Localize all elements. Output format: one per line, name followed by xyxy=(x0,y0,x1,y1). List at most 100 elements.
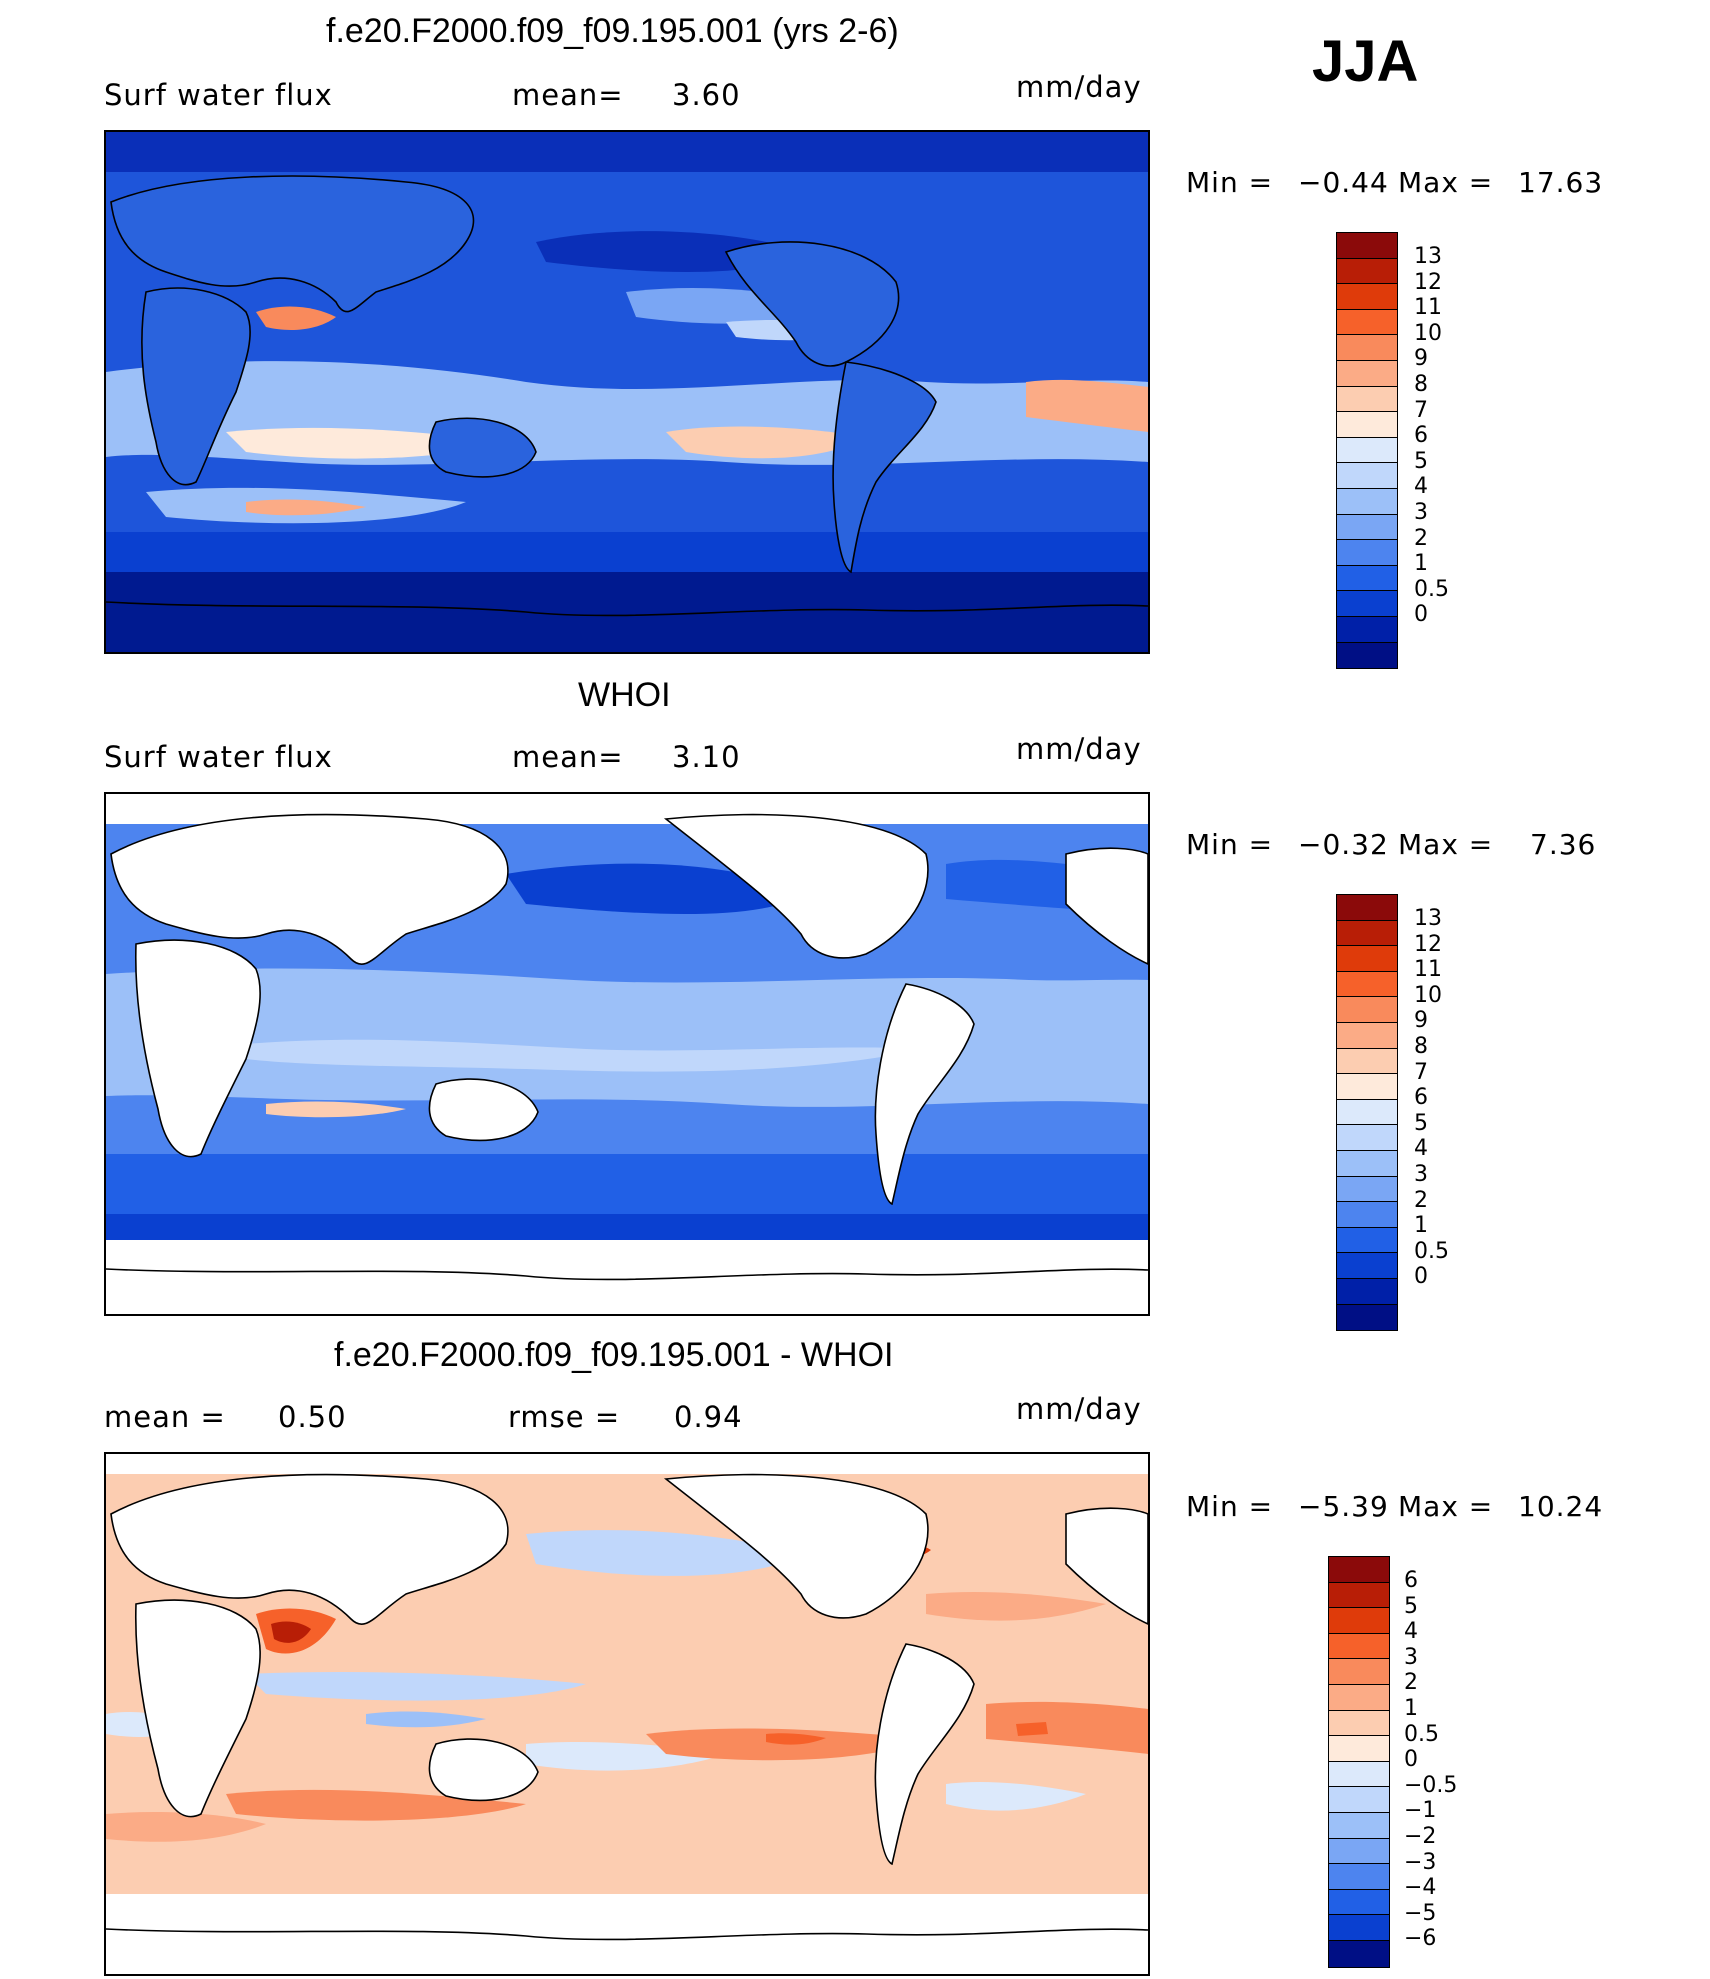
colorbar-tick-label: 8 xyxy=(1414,1033,1428,1059)
panel1-colorbar-labels: 13 12 11 10 9 8 7 6 5 4 3 2 1 0.5 0 xyxy=(1414,244,1449,628)
colorbar-swatch xyxy=(1329,1889,1389,1916)
colorbar-swatch xyxy=(1329,1761,1389,1788)
colorbar-tick-label: 13 xyxy=(1414,906,1442,931)
colorbar-swatch xyxy=(1337,1099,1397,1126)
panel3-colorbar-labels: 6 5 4 3 2 1 0.5 0 −0.5 −1 −2 −3 −4 −5 −6 xyxy=(1404,1568,1457,1952)
colorbar-tick-label: 0.5 xyxy=(1404,1721,1439,1747)
colorbar-tick-label: 4 xyxy=(1414,474,1428,500)
panel1-model-map xyxy=(104,130,1150,654)
colorbar-swatch xyxy=(1337,360,1397,387)
panel2-title: WHOI xyxy=(578,676,671,714)
panel3-min-value: −5.39 xyxy=(1298,1490,1389,1523)
panel2-colorbar-labels: 13 12 11 10 9 8 7 6 5 4 3 2 1 0.5 0 xyxy=(1414,906,1449,1290)
colorbar-swatch xyxy=(1329,1940,1389,1967)
colorbar-tick-label: 5 xyxy=(1404,1593,1418,1619)
colorbar-swatch xyxy=(1329,1915,1389,1941)
panel3-mean-label: mean = xyxy=(104,1400,226,1434)
colorbar-swatch xyxy=(1329,1659,1389,1685)
colorbar-swatch xyxy=(1337,463,1397,489)
colorbar-tick-label: 9 xyxy=(1414,1008,1428,1034)
panel3-mean-value: 0.50 xyxy=(278,1400,347,1434)
panel2-units: mm/day xyxy=(1016,732,1142,766)
colorbar-swatch xyxy=(1329,1838,1389,1865)
colorbar-tick-label: 7 xyxy=(1414,397,1428,423)
colorbar-swatch xyxy=(1337,258,1397,285)
colorbar-swatch xyxy=(1337,284,1397,310)
colorbar-tick-label: 8 xyxy=(1414,371,1428,397)
colorbar-tick-label: −6 xyxy=(1404,1926,1437,1952)
colorbar-swatch xyxy=(1329,1812,1389,1839)
colorbar-swatch xyxy=(1329,1633,1389,1660)
colorbar-tick-label: 0 xyxy=(1414,602,1428,628)
panel2-mean-value: 3.10 xyxy=(672,740,741,774)
colorbar-tick-label: 1 xyxy=(1404,1695,1418,1721)
panel3-rmse-value: 0.94 xyxy=(674,1400,743,1434)
colorbar-tick-label: 12 xyxy=(1414,931,1442,957)
colorbar-tick-label: −0.5 xyxy=(1404,1772,1458,1798)
colorbar-swatch xyxy=(1329,1684,1389,1711)
colorbar-swatch xyxy=(1337,920,1397,947)
panel3-max-label: Max = xyxy=(1398,1490,1494,1523)
panel1-title: f.e20.F2000.f09_f09.195.001 (yrs 2-6) xyxy=(326,12,899,50)
colorbar-tick-label: 2 xyxy=(1414,525,1428,551)
colorbar-swatch xyxy=(1337,1150,1397,1177)
colorbar-tick-label: 6 xyxy=(1414,1085,1428,1111)
colorbar-swatch xyxy=(1337,1253,1397,1279)
panel2-min-value: −0.32 xyxy=(1298,828,1389,861)
colorbar-tick-label: 6 xyxy=(1414,423,1428,449)
colorbar-swatch xyxy=(1337,540,1397,566)
panel3-difference-map xyxy=(104,1452,1150,1976)
colorbar-tick-label: 5 xyxy=(1414,448,1428,474)
panel3-rmse-label: rmse = xyxy=(508,1400,621,1434)
colorbar-swatch xyxy=(1337,997,1397,1023)
panel1-units: mm/day xyxy=(1016,70,1142,104)
colorbar-swatch xyxy=(1337,1074,1397,1100)
panel3-colorbar xyxy=(1328,1556,1390,1968)
colorbar-tick-label: 1 xyxy=(1414,1213,1428,1239)
colorbar-swatch xyxy=(1337,1022,1397,1049)
panel2-obs-map xyxy=(104,792,1150,1316)
colorbar-tick-label: 11 xyxy=(1414,295,1442,321)
colorbar-swatch xyxy=(1329,1608,1389,1634)
colorbar-swatch xyxy=(1337,488,1397,515)
panel3-min-label: Min = xyxy=(1186,1490,1274,1523)
panel1-min-label: Min = xyxy=(1186,166,1274,199)
colorbar-swatch xyxy=(1337,1176,1397,1203)
panel2-mean-label: mean= xyxy=(512,740,624,774)
colorbar-swatch xyxy=(1337,565,1397,592)
colorbar-tick-label: 7 xyxy=(1414,1059,1428,1085)
colorbar-tick-label: 3 xyxy=(1414,499,1428,525)
panel1-mean-label: mean= xyxy=(512,78,624,112)
colorbar-tick-label: 2 xyxy=(1404,1670,1418,1696)
colorbar-tick-label: 12 xyxy=(1414,269,1442,295)
colorbar-tick-label: 4 xyxy=(1414,1136,1428,1162)
colorbar-tick-label: 9 xyxy=(1414,346,1428,372)
panel1-mean-value: 3.60 xyxy=(672,78,741,112)
colorbar-swatch xyxy=(1337,895,1397,921)
colorbar-tick-label: −2 xyxy=(1404,1823,1437,1849)
colorbar-swatch xyxy=(1337,386,1397,413)
colorbar-swatch xyxy=(1329,1864,1389,1890)
colorbar-swatch xyxy=(1337,946,1397,972)
panel2-variable-label: Surf water flux xyxy=(104,740,333,774)
colorbar-swatch xyxy=(1337,412,1397,438)
colorbar-tick-label: 3 xyxy=(1414,1161,1428,1187)
colorbar-swatch xyxy=(1337,1304,1397,1331)
panel1-max-label: Max = xyxy=(1398,166,1494,199)
colorbar-tick-label: 10 xyxy=(1414,982,1442,1008)
colorbar-swatch xyxy=(1337,591,1397,617)
panel1-max-value: 17.63 xyxy=(1518,166,1604,199)
colorbar-swatch xyxy=(1337,1048,1397,1075)
panel3-title: f.e20.F2000.f09_f09.195.001 - WHOI xyxy=(334,1336,894,1374)
colorbar-swatch xyxy=(1337,233,1397,259)
colorbar-tick-label: 10 xyxy=(1414,320,1442,346)
colorbar-swatch xyxy=(1337,437,1397,464)
panel1-colorbar xyxy=(1336,232,1398,670)
colorbar-tick-label: 0.5 xyxy=(1414,1238,1449,1264)
colorbar-tick-label: 13 xyxy=(1414,244,1442,269)
colorbar-swatch xyxy=(1337,514,1397,541)
panel3-units: mm/day xyxy=(1016,1392,1142,1426)
colorbar-swatch xyxy=(1337,1125,1397,1151)
colorbar-swatch xyxy=(1329,1736,1389,1762)
colorbar-tick-label: 2 xyxy=(1414,1187,1428,1213)
